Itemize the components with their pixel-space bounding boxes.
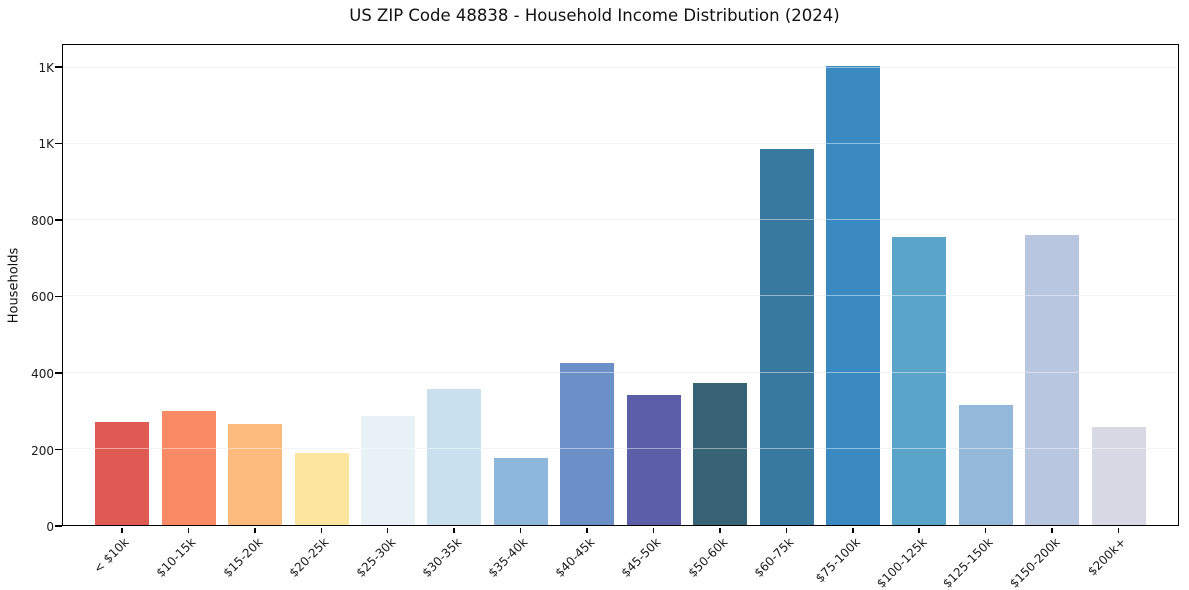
bar — [892, 236, 947, 525]
x-tick-label: $35-40k — [485, 535, 531, 580]
y-tick-mark — [55, 142, 62, 145]
x-tick-label: $60-75k — [751, 535, 797, 580]
x-tick-label: $150-200k — [1006, 535, 1063, 590]
y-tick-label: 800 — [31, 213, 54, 228]
x-tick-mark — [187, 527, 190, 533]
x-tick-label: $30-35k — [419, 535, 465, 580]
bar — [1025, 234, 1080, 525]
bar — [626, 395, 681, 525]
bar-slot: $60-75k — [752, 45, 819, 580]
y-tick-label: 600 — [31, 290, 54, 305]
plot-area: < $10k $10-15k $15-20k $20-25k $25-30k $30-35… — [62, 44, 1179, 590]
x-tick-mark — [1051, 527, 1053, 533]
y-tick-label: 0 — [46, 520, 54, 534]
y-axis-tick-labels: 0 200 400 600 800 1K 1K — [0, 44, 54, 534]
bar — [493, 457, 548, 525]
x-tick-mark — [785, 527, 788, 533]
bar-slot: $40-45k — [552, 45, 620, 580]
y-tick-mark — [55, 295, 62, 298]
bar-slot: $50-60k — [685, 45, 753, 580]
x-tick-mark — [918, 527, 920, 533]
bar — [95, 422, 150, 525]
y-tick-label: 200 — [31, 443, 54, 458]
y-tick-label: 1K — [38, 137, 54, 152]
bar — [958, 405, 1013, 525]
x-tick-label: $200k+ — [1085, 535, 1129, 579]
x-tick-mark — [984, 527, 987, 533]
x-tick-label: $15-20k — [220, 535, 265, 580]
y-tick-label: 1K — [38, 60, 54, 75]
bar-slot: $30-35k — [419, 45, 487, 580]
y-tick-mark — [55, 448, 62, 451]
x-tick-mark — [386, 527, 389, 533]
y-axis-tick-marks — [55, 44, 62, 527]
x-tick-mark — [254, 527, 256, 533]
y-tick-mark — [55, 525, 62, 527]
bar — [826, 65, 881, 525]
bar-slot: $35-40k — [486, 45, 554, 580]
x-tick-mark — [519, 527, 522, 533]
bar — [1091, 427, 1146, 525]
bar-slot: $45-50k — [619, 45, 687, 580]
bar — [560, 362, 615, 525]
bar — [759, 149, 814, 525]
x-tick-mark — [652, 527, 655, 533]
bar — [161, 410, 216, 525]
x-tick-mark — [586, 527, 588, 533]
bar-slot: $20-25k — [287, 45, 354, 580]
x-tick-label: $100-125k — [873, 535, 930, 590]
bar — [360, 416, 415, 525]
bar — [427, 389, 482, 525]
x-tick-mark — [121, 527, 123, 533]
y-tick-mark — [55, 66, 62, 68]
bars-row: < $10k $10-15k $15-20k $20-25k $25-30k $30-35… — [63, 45, 1178, 590]
bar — [228, 424, 283, 525]
y-tick-mark — [55, 219, 62, 221]
x-tick-label: $125-150k — [940, 535, 996, 590]
bar — [294, 453, 349, 525]
x-tick-mark — [1117, 527, 1120, 533]
x-tick-label: $20-25k — [286, 535, 332, 580]
x-tick-label: $40-45k — [552, 535, 598, 580]
chart-title: US ZIP Code 48838 - Household Income Dis… — [349, 6, 840, 25]
x-tick-label: $45-50k — [618, 535, 664, 580]
bar-slot: $25-30k — [353, 45, 421, 580]
x-tick-mark — [719, 527, 721, 533]
bar-slot: $200k+ — [1085, 45, 1152, 579]
bar-slot: $10-15k — [154, 45, 221, 580]
bar — [693, 382, 748, 525]
bar-slot: $75-100k — [813, 45, 886, 585]
bar-slot: $100-125k — [874, 45, 952, 590]
x-tick-label: $50-60k — [685, 535, 731, 580]
x-tick-label: < $10k — [91, 535, 133, 576]
bar-slot: $15-20k — [220, 45, 288, 580]
x-tick-mark — [320, 527, 323, 533]
y-tick-mark — [55, 372, 62, 374]
y-tick-label: 400 — [31, 366, 54, 381]
bar-slot: $125-150k — [940, 45, 1019, 590]
x-tick-label: $10-15k — [153, 535, 199, 580]
x-tick-label: $75-100k — [812, 535, 863, 586]
x-tick-label: $25-30k — [353, 535, 398, 580]
x-tick-mark — [453, 527, 455, 533]
x-tick-mark — [852, 527, 854, 533]
bar-slot: $150-200k — [1007, 45, 1085, 590]
bar-slot: < $10k — [89, 45, 155, 576]
